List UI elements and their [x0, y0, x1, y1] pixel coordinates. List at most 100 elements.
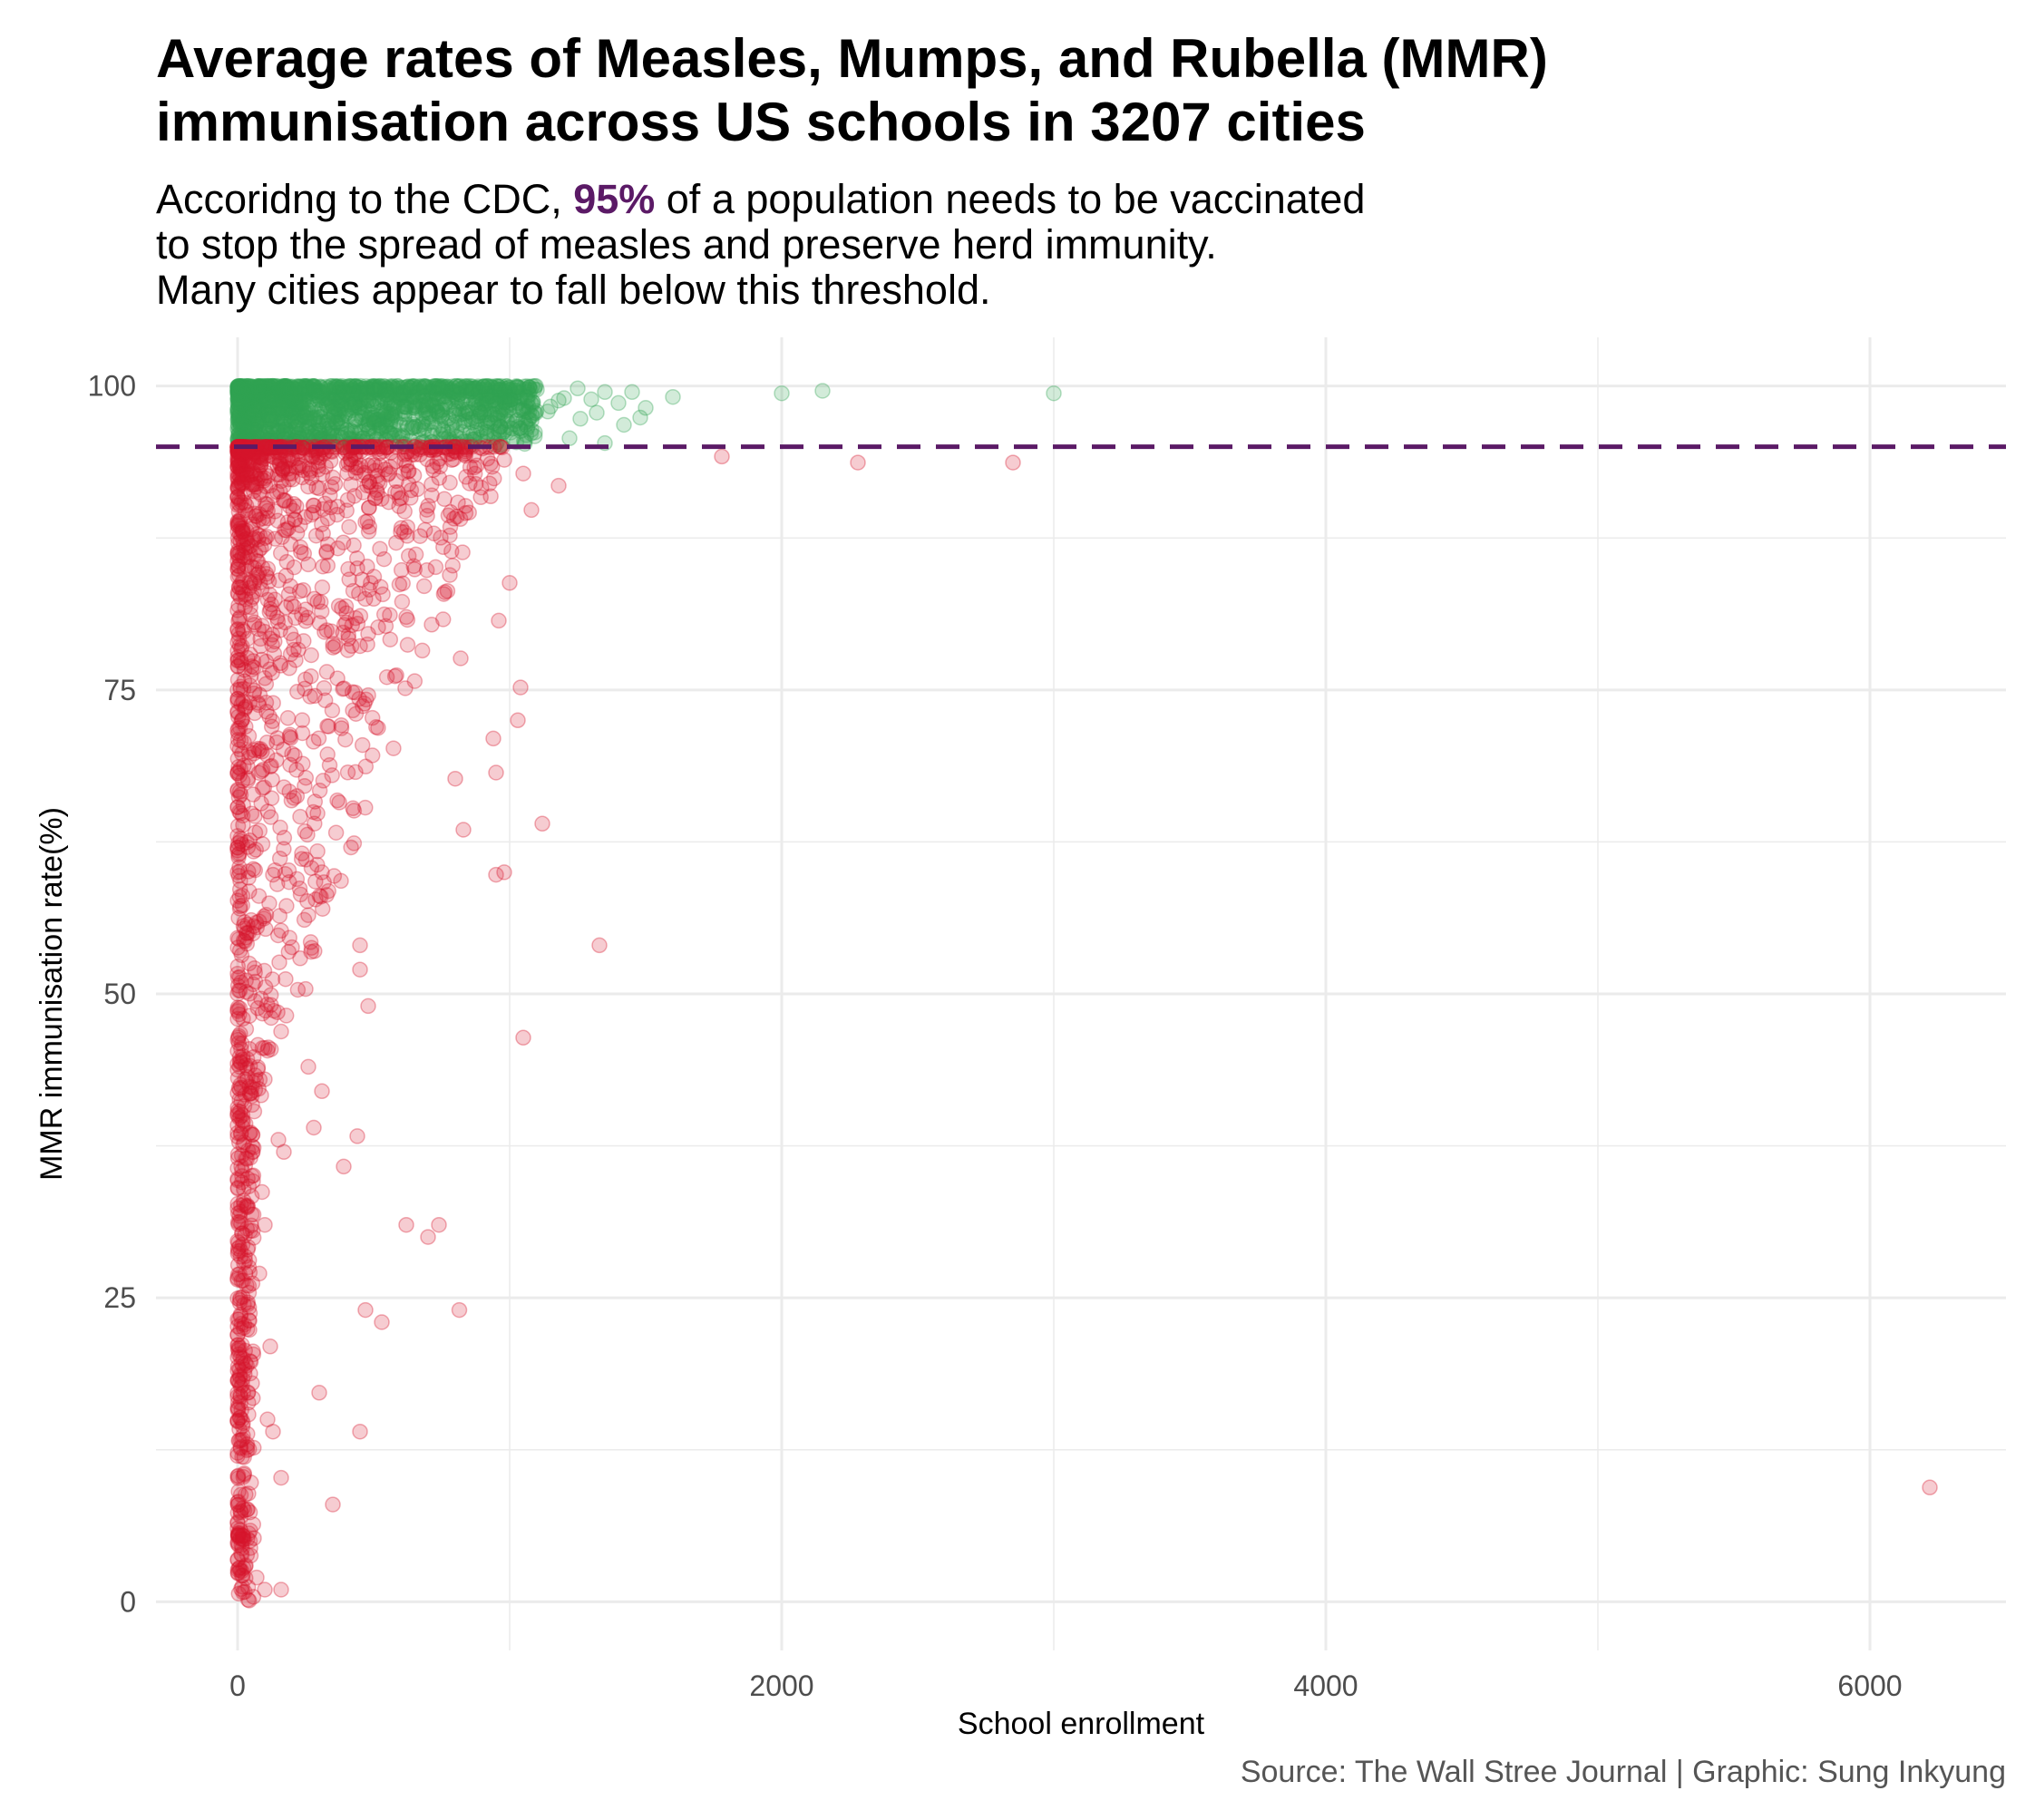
point-above [243, 392, 259, 409]
point-above [482, 406, 499, 423]
point-above [389, 377, 406, 394]
point-above [511, 388, 529, 405]
point-above [394, 427, 411, 443]
point-above [479, 412, 496, 429]
point-below [351, 585, 367, 602]
point-above [417, 433, 433, 451]
point-above [526, 404, 543, 421]
point-above [296, 384, 312, 400]
point-above [448, 384, 464, 402]
point-above [295, 395, 312, 412]
point-above [353, 409, 370, 426]
point-above [433, 402, 450, 418]
point-above [330, 392, 346, 409]
point-above [386, 427, 403, 443]
point-above [484, 405, 501, 423]
point-below [278, 970, 294, 988]
point-above [473, 395, 490, 412]
point-above [512, 390, 530, 406]
point-above [266, 378, 282, 394]
point-above [492, 386, 509, 404]
point-above [346, 383, 363, 399]
point-above [232, 378, 249, 395]
point-above [239, 380, 255, 397]
point-above [357, 389, 375, 405]
point-above [249, 386, 266, 404]
point-above [279, 383, 296, 399]
point-above [478, 395, 494, 412]
point-above [275, 379, 291, 396]
point-above [490, 377, 506, 394]
point-above [340, 401, 356, 418]
point-above [360, 411, 377, 428]
point-above [310, 384, 327, 401]
y-tick-label: 25 [103, 1281, 136, 1314]
point-below [406, 561, 424, 578]
point-above [501, 397, 518, 414]
point-above [230, 377, 248, 394]
point-above [382, 378, 398, 394]
point-above [325, 420, 341, 436]
point-above [502, 424, 520, 441]
point-above [329, 395, 346, 413]
point-below [235, 1319, 252, 1337]
point-above [330, 411, 346, 427]
point-above [344, 402, 360, 419]
point-above [234, 377, 251, 394]
point-above [235, 427, 251, 444]
point-below [488, 866, 504, 883]
point-above [298, 429, 315, 445]
point-below [356, 464, 373, 482]
point-above [519, 381, 536, 397]
point-above [251, 377, 268, 394]
point-above [348, 378, 365, 394]
point-above [244, 387, 261, 404]
point-above [338, 386, 355, 403]
point-below [241, 955, 258, 972]
point-above [297, 380, 313, 396]
point-below [510, 712, 526, 729]
point-above [464, 409, 482, 426]
point-above [229, 390, 247, 406]
point-above [418, 398, 434, 415]
point-above [427, 384, 444, 402]
point-above [278, 378, 294, 394]
point-above [287, 404, 303, 420]
point-above [232, 416, 248, 433]
point-above [377, 418, 394, 434]
point-above [412, 378, 428, 395]
point-above [287, 381, 305, 398]
point-above [357, 416, 374, 433]
point-above [370, 412, 387, 428]
point-above [239, 415, 255, 432]
point-above [390, 380, 406, 396]
point-above [229, 378, 247, 394]
point-above [350, 379, 367, 395]
point-above [290, 378, 307, 395]
point-above [430, 404, 446, 421]
point-below [346, 488, 363, 504]
point-above [240, 414, 257, 431]
point-above [404, 378, 421, 394]
point-above [290, 394, 307, 412]
point-above [528, 377, 544, 394]
point-above [406, 389, 423, 405]
point-below [343, 839, 359, 856]
point-above [372, 417, 389, 433]
point-above [297, 391, 313, 408]
chart-caption: Source: The Wall Stree Journal | Graphic… [1240, 1755, 2006, 1789]
point-above [229, 404, 246, 420]
point-above [1046, 384, 1062, 402]
point-above [244, 378, 260, 395]
point-below [401, 462, 417, 480]
point-above [376, 382, 394, 399]
point-above [468, 413, 484, 430]
point-above [236, 406, 252, 423]
point-above [406, 394, 424, 411]
point-above [363, 379, 380, 396]
point-above [396, 410, 413, 426]
point-above [395, 384, 413, 401]
point-below [436, 491, 453, 508]
point-above [230, 384, 247, 401]
point-above [262, 380, 279, 397]
